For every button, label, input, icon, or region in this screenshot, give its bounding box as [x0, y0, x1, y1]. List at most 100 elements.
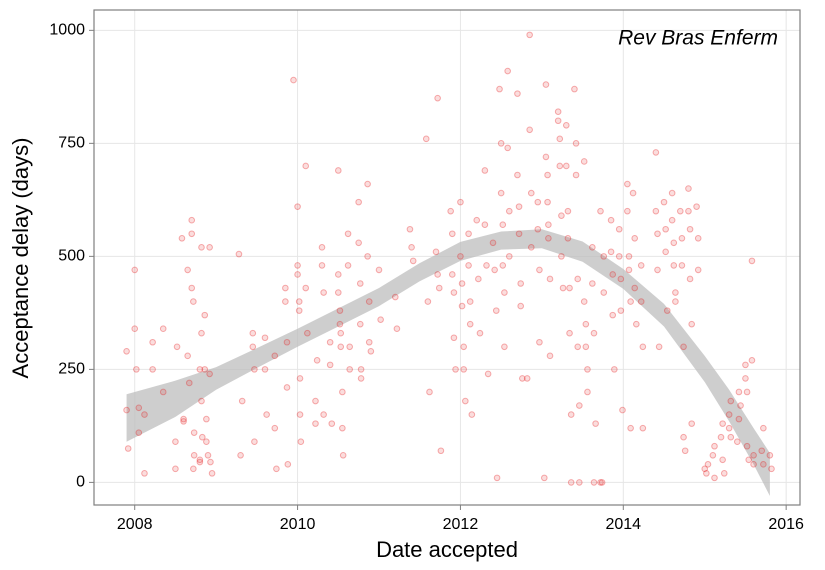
point — [172, 438, 179, 446]
point — [473, 216, 481, 224]
point — [717, 433, 725, 441]
point — [496, 85, 503, 93]
point — [766, 451, 774, 459]
point — [198, 244, 205, 251]
point — [627, 298, 634, 305]
point — [295, 298, 303, 305]
point — [572, 140, 580, 147]
point — [742, 361, 749, 369]
point — [567, 411, 575, 418]
point — [582, 343, 590, 351]
point — [536, 338, 543, 346]
point — [743, 388, 751, 396]
x-tick-label: 2010 — [280, 516, 316, 533]
point — [492, 307, 500, 314]
point — [355, 198, 362, 206]
point — [185, 379, 193, 387]
point — [709, 451, 717, 459]
point — [320, 289, 327, 296]
point — [501, 343, 508, 351]
point — [505, 253, 513, 260]
point — [188, 284, 196, 292]
point — [320, 411, 327, 418]
point — [261, 366, 269, 373]
point — [238, 397, 246, 405]
point — [196, 366, 204, 373]
point — [458, 280, 466, 287]
point — [611, 366, 618, 373]
point — [725, 411, 733, 418]
point — [701, 465, 709, 473]
point — [484, 370, 492, 378]
point — [196, 458, 204, 466]
point — [719, 456, 726, 464]
point — [188, 230, 196, 238]
point — [462, 397, 469, 405]
point — [670, 262, 678, 269]
point — [203, 415, 210, 423]
point — [580, 298, 588, 305]
y-tick-label: 250 — [58, 361, 85, 378]
point — [497, 140, 505, 147]
point — [318, 262, 326, 269]
point — [662, 225, 669, 233]
point — [435, 284, 443, 292]
point — [572, 171, 580, 179]
point — [499, 262, 507, 269]
plot-border — [93, 9, 801, 506]
point — [737, 402, 744, 409]
point — [609, 311, 617, 319]
point — [515, 203, 523, 210]
point — [584, 388, 591, 396]
point — [284, 461, 292, 468]
point — [562, 162, 570, 170]
point — [180, 415, 187, 423]
point — [589, 244, 596, 251]
point — [672, 289, 679, 296]
point — [408, 244, 415, 251]
point — [448, 271, 456, 278]
point — [556, 135, 564, 143]
point — [201, 366, 209, 373]
point — [580, 158, 588, 165]
point — [680, 343, 687, 351]
point — [450, 289, 458, 296]
point — [426, 388, 433, 396]
y-tick-label: 1000 — [49, 22, 85, 39]
point — [491, 266, 498, 274]
point — [654, 266, 661, 274]
point — [452, 366, 459, 373]
point — [711, 442, 718, 450]
point — [203, 438, 210, 446]
point — [447, 207, 454, 215]
x-axis-title: Date accepted — [376, 537, 518, 562]
point — [534, 225, 542, 233]
point — [727, 433, 735, 441]
point — [465, 230, 472, 238]
point — [607, 216, 615, 224]
point — [282, 298, 289, 305]
point — [251, 366, 258, 373]
point — [271, 424, 279, 432]
x-tick-label: 2012 — [443, 516, 479, 533]
point — [364, 253, 371, 260]
point — [296, 411, 304, 418]
point — [554, 117, 562, 125]
y-tick-label: 500 — [58, 248, 85, 265]
point — [207, 458, 214, 466]
point — [559, 284, 567, 292]
point — [534, 198, 542, 206]
point — [720, 470, 728, 477]
point — [131, 266, 139, 274]
point — [141, 411, 148, 418]
point — [198, 397, 205, 405]
point — [334, 167, 342, 174]
point — [745, 456, 752, 464]
x-tick-label: 2008 — [117, 516, 153, 533]
point — [206, 244, 213, 251]
point — [377, 316, 384, 323]
point — [668, 216, 676, 224]
point — [526, 31, 533, 39]
point — [523, 375, 531, 382]
point — [750, 461, 757, 468]
